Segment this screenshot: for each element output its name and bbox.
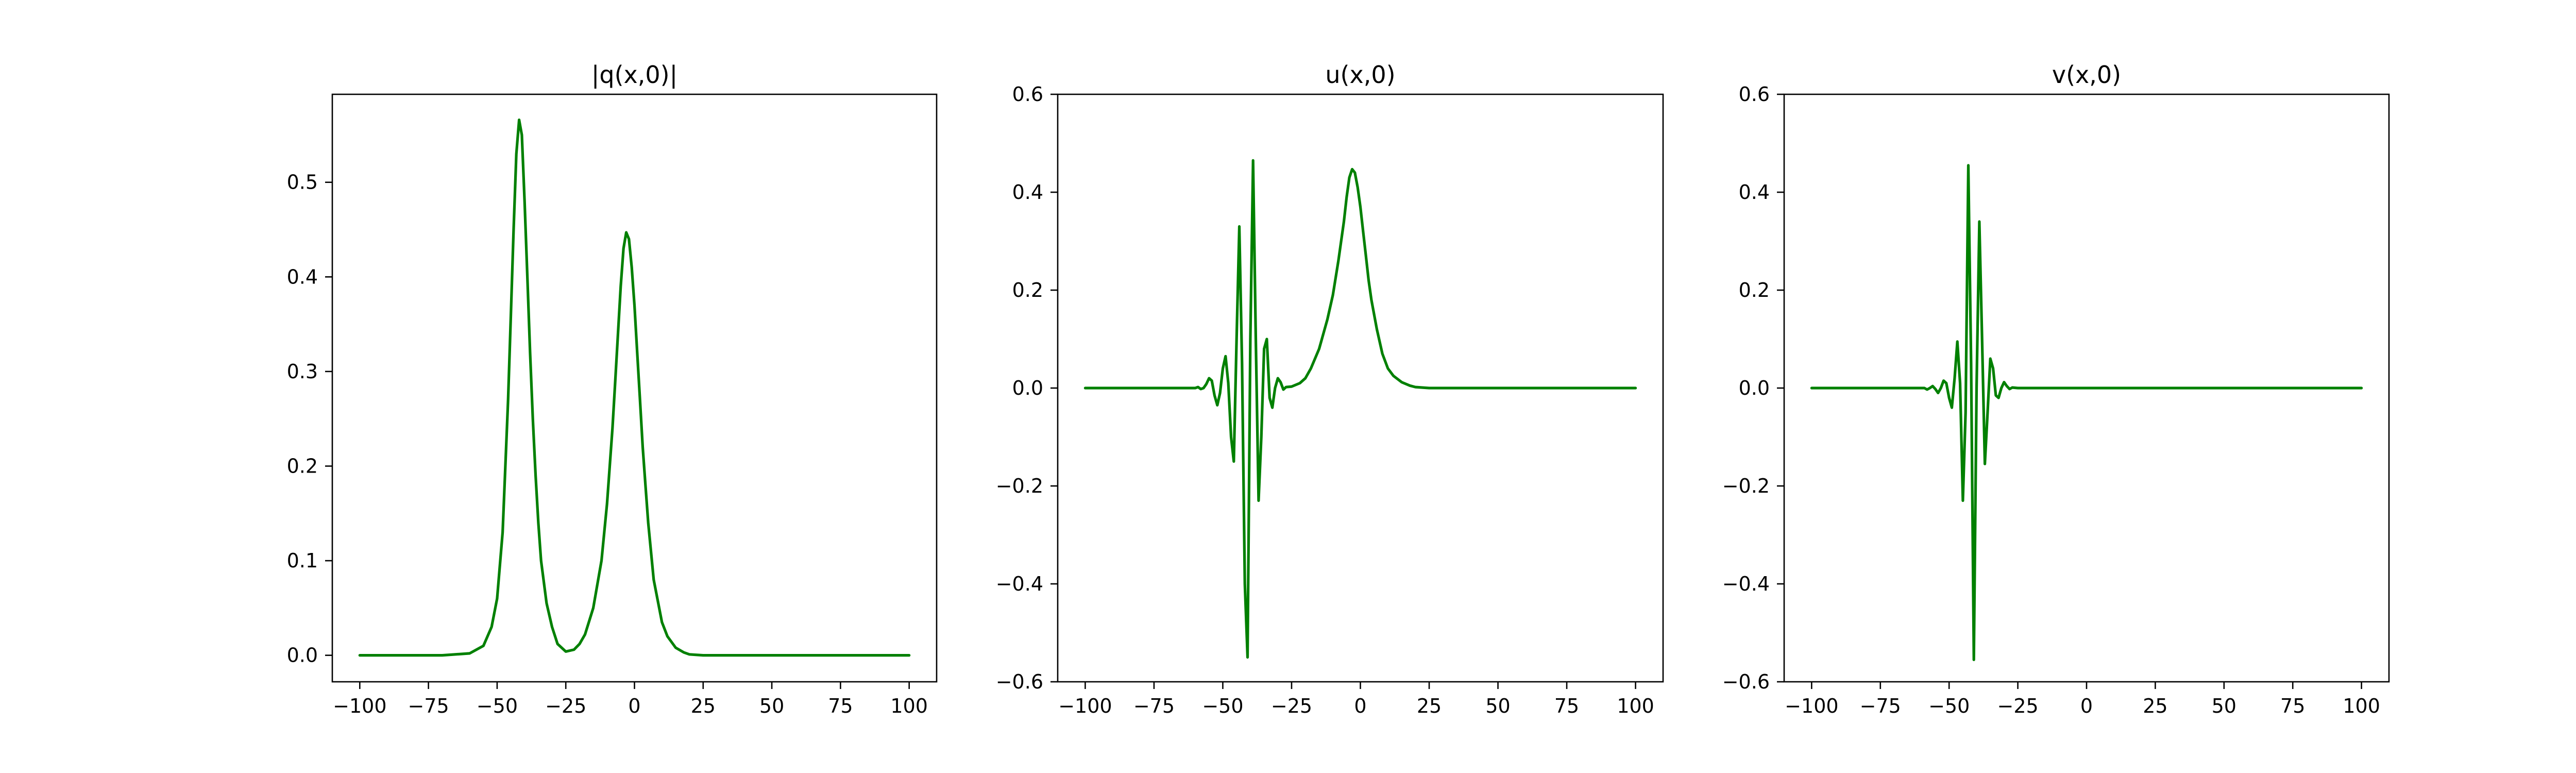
series-line-1 — [1083, 159, 1637, 659]
x-tick-label: 100 — [890, 695, 928, 717]
x-tick-label: −50 — [1928, 695, 1970, 717]
x-tick-label: 25 — [2143, 695, 2167, 717]
y-tick-label: −0.4 — [1722, 573, 1770, 595]
x-tick-label: 0 — [1354, 695, 1366, 717]
x-tick-label: 100 — [2343, 695, 2380, 717]
x-tick-label: 0 — [2080, 695, 2093, 717]
chart-title: v(x,0) — [2052, 61, 2121, 89]
y-tick-label: 0.4 — [287, 265, 318, 288]
y-tick-label: −0.2 — [1722, 475, 1770, 497]
y-tick-label: 0.0 — [287, 644, 318, 667]
y-tick-label: 0.1 — [287, 549, 318, 572]
x-tick-label: −50 — [477, 695, 518, 717]
x-tick-label: −100 — [1058, 695, 1112, 717]
x-tick-label: −75 — [1133, 695, 1175, 717]
y-tick-label: −0.6 — [1722, 670, 1770, 693]
chart-panel-3: −100 −75 −50 −25 0 25 50 75 100 −0.6 −0.4 −0.2 0.0 0.… — [1722, 61, 2390, 717]
x-tick-label: −100 — [1785, 695, 1838, 717]
series-line-1 — [1810, 164, 2363, 661]
y-tick-label: 0.3 — [287, 360, 318, 383]
x-tick-label: 75 — [1554, 695, 1579, 717]
y-tick-label: 0.5 — [287, 171, 318, 194]
y-tick-label: −0.2 — [996, 475, 1043, 497]
chart-panel-2: −100 −75 −50 −25 0 25 50 75 100 −0.6 −0.4 −0.2 0.0 0.… — [996, 61, 1664, 717]
x-tick-label: 50 — [759, 695, 784, 717]
x-tick-label: −75 — [1860, 695, 1901, 717]
x-tick-label: −25 — [1271, 695, 1312, 717]
chart-title: u(x,0) — [1325, 61, 1395, 89]
x-tick-label: 75 — [828, 695, 853, 717]
y-tick-label: 0.0 — [1739, 377, 1770, 399]
y-tick-label: 0.2 — [1739, 279, 1770, 301]
x-tick-label: 100 — [1617, 695, 1654, 717]
x-tick-label: −75 — [408, 695, 449, 717]
x-tick-label: 0 — [628, 695, 640, 717]
y-tick-label: −0.6 — [996, 670, 1043, 693]
y-tick-label: 0.6 — [1739, 83, 1770, 106]
chart-title: |q(x,0)| — [591, 61, 677, 89]
x-tick-label: 75 — [2280, 695, 2305, 717]
y-tick-label: 0.4 — [1012, 181, 1043, 204]
y-tick-label: 0.2 — [1012, 279, 1043, 301]
x-tick-label: 25 — [691, 695, 716, 717]
y-tick-label: 0.2 — [287, 455, 318, 477]
x-tick-label: 25 — [1417, 695, 1442, 717]
y-tick-label: −0.4 — [996, 573, 1043, 595]
x-tick-label: −25 — [545, 695, 586, 717]
y-tick-label: 0.6 — [1012, 83, 1043, 106]
x-tick-label: 50 — [1485, 695, 1510, 717]
x-tick-label: 50 — [2212, 695, 2236, 717]
y-tick-label: 0.0 — [1012, 377, 1043, 399]
chart-panel-1: −100 −75 −50 −25 0 25 50 75 100 0.0 0.1 0.2 0.3 0.4 0.… — [287, 61, 938, 717]
y-tick-label: 0.4 — [1739, 181, 1770, 204]
series-line-1 — [358, 119, 911, 657]
x-tick-label: −100 — [333, 695, 386, 717]
x-tick-label: −25 — [1997, 695, 2038, 717]
x-tick-label: −50 — [1202, 695, 1243, 717]
